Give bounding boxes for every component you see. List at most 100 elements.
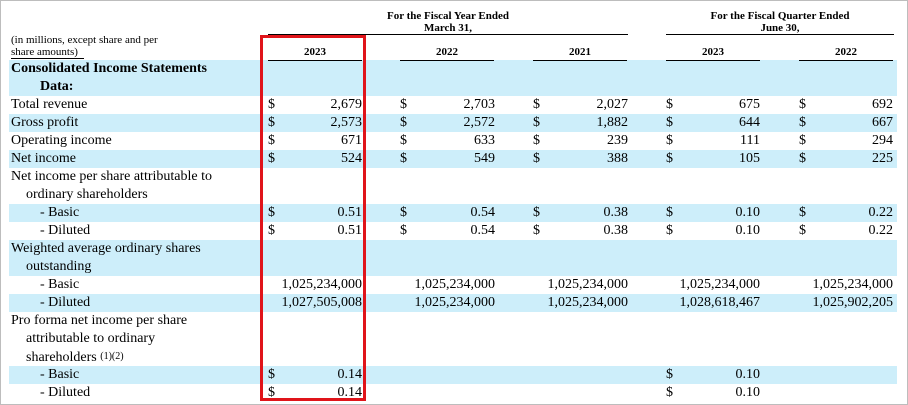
label-wa-basic: - Basic (40, 277, 80, 292)
currency-symbol: $ (268, 151, 275, 166)
value-cell-wa-diluted: 1,028,618,467 (679, 295, 761, 310)
value-cell-wa-basic: 1,025,234,000 (812, 277, 894, 292)
currency-symbol: $ (400, 151, 407, 166)
value-cell-pf-diluted: 0.14 (337, 385, 363, 400)
currency-symbol: $ (799, 223, 806, 238)
value-cell-total-revenue: 692 (872, 97, 893, 112)
fiscal-quarter-underline (666, 34, 894, 35)
label-pf-title-3-text: shareholders (26, 350, 97, 365)
value-cell-nips-basic: 0.38 (603, 205, 629, 220)
currency-symbol: $ (400, 223, 407, 238)
label-wa-title-2: outstanding (26, 259, 92, 274)
currency-symbol: $ (666, 385, 673, 400)
value-cell-gross-profit: 644 (739, 115, 760, 130)
row-band (9, 366, 897, 384)
fiscal-year-header: For the Fiscal Year Ended March 31, (268, 10, 628, 34)
currency-symbol: $ (533, 205, 540, 220)
value-cell-wa-basic: 1,025,234,000 (679, 277, 761, 292)
row-band (9, 240, 897, 276)
value-cell-net-income: 524 (341, 151, 362, 166)
fiscal-quarter-subtitle: June 30, (760, 22, 800, 34)
year-header-2023-q: 2023 (702, 46, 724, 58)
year-underline (400, 60, 494, 61)
currency-symbol: $ (268, 367, 275, 382)
row-band (9, 150, 897, 168)
currency-symbol: $ (533, 115, 540, 130)
value-cell-net-income: 549 (474, 151, 495, 166)
value-cell-gross-profit: 1,882 (596, 115, 629, 130)
value-cell-operating-income: 633 (474, 133, 495, 148)
value-cell-operating-income: 111 (740, 133, 760, 148)
year-underline (799, 60, 893, 61)
units-note-line-1: (in millions, except share and per (11, 34, 158, 46)
currency-symbol: $ (533, 151, 540, 166)
units-note-line-2: share amounts) (11, 46, 78, 58)
value-cell-wa-basic: 1,025,234,000 (414, 277, 496, 292)
value-cell-total-revenue: 2,703 (463, 97, 496, 112)
section-title-line-1: Consolidated Income Statements (11, 61, 207, 76)
currency-symbol: $ (799, 97, 806, 112)
value-cell-nips-diluted: 0.22 (868, 223, 894, 238)
year-underline (268, 60, 362, 61)
currency-symbol: $ (400, 133, 407, 148)
value-cell-nips-basic: 0.10 (735, 205, 761, 220)
value-cell-total-revenue: 675 (739, 97, 760, 112)
value-cell-nips-diluted: 0.54 (470, 223, 496, 238)
currency-symbol: $ (799, 115, 806, 130)
value-cell-wa-diluted: 1,025,902,205 (812, 295, 894, 310)
currency-symbol: $ (268, 115, 275, 130)
fiscal-quarter-title: For the Fiscal Quarter Ended (710, 10, 850, 22)
label-nips-title-2: ordinary shareholders (26, 187, 148, 202)
value-cell-wa-diluted: 1,025,234,000 (547, 295, 629, 310)
label-net-income: Net income (11, 151, 76, 166)
label-pf-title-1: Pro forma net income per share (11, 313, 188, 328)
row-band (9, 204, 897, 222)
highlight-box-fy2023 (260, 35, 366, 401)
currency-symbol: $ (666, 205, 673, 220)
currency-symbol: $ (400, 115, 407, 130)
currency-symbol: $ (268, 133, 275, 148)
year-underline (666, 60, 760, 61)
currency-symbol: $ (533, 97, 540, 112)
label-pf-diluted: - Diluted (40, 385, 91, 400)
units-note-underline (11, 58, 84, 59)
value-cell-nips-diluted: 0.51 (337, 223, 363, 238)
value-cell-pf-diluted: 0.10 (735, 385, 761, 400)
year-header-2023-fy: 2023 (304, 46, 326, 58)
label-nips-title-1: Net income per share attributable to (11, 169, 212, 184)
value-cell-operating-income: 294 (872, 133, 893, 148)
value-cell-net-income: 225 (872, 151, 893, 166)
year-header-2022-q: 2022 (835, 46, 857, 58)
fiscal-year-subtitle: March 31, (423, 22, 473, 34)
label-wa-title-1: Weighted average ordinary shares (11, 241, 201, 256)
value-cell-nips-basic: 0.22 (868, 205, 894, 220)
fiscal-year-underline (268, 34, 628, 35)
value-cell-wa-basic: 1,025,234,000 (547, 277, 629, 292)
value-cell-wa-diluted: 1,025,234,000 (414, 295, 496, 310)
footnote-marker: (1)(2) (100, 351, 124, 362)
value-cell-total-revenue: 2,027 (596, 97, 629, 112)
value-cell-nips-basic: 0.51 (337, 205, 363, 220)
value-cell-gross-profit: 2,572 (463, 115, 496, 130)
currency-symbol: $ (799, 151, 806, 166)
row-band (9, 294, 897, 312)
label-nips-diluted: - Diluted (40, 223, 91, 238)
value-cell-pf-basic: 0.10 (735, 367, 761, 382)
value-cell-gross-profit: 2,573 (330, 115, 363, 130)
value-cell-wa-basic: 1,025,234,000 (281, 277, 363, 292)
currency-symbol: $ (400, 205, 407, 220)
value-cell-nips-basic: 0.54 (470, 205, 496, 220)
currency-symbol: $ (268, 223, 275, 238)
currency-symbol: $ (268, 205, 275, 220)
value-cell-operating-income: 671 (341, 133, 362, 148)
currency-symbol: $ (666, 115, 673, 130)
currency-symbol: $ (666, 367, 673, 382)
fiscal-quarter-header: For the Fiscal Quarter Ended June 30, (666, 10, 894, 34)
value-cell-net-income: 388 (607, 151, 628, 166)
currency-symbol: $ (533, 133, 540, 148)
currency-symbol: $ (268, 385, 275, 400)
currency-symbol: $ (666, 133, 673, 148)
label-gross-profit: Gross profit (11, 115, 79, 130)
year-header-2022-fy: 2022 (436, 46, 458, 58)
label-pf-title-2: attributable to ordinary (26, 331, 156, 346)
